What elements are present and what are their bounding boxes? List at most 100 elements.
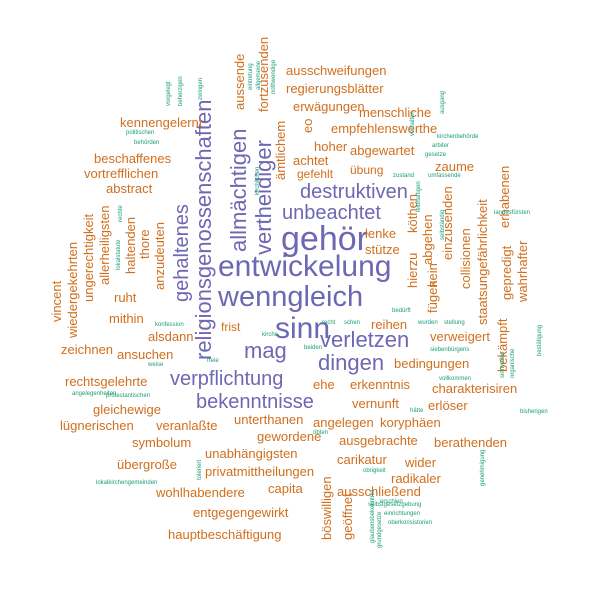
word: kennengelernt — [120, 115, 203, 130]
word: arbiter — [432, 143, 450, 149]
word: allmächtigen — [226, 128, 251, 252]
word: vortrefflichen — [84, 166, 159, 181]
word: beherzigen — [178, 76, 184, 106]
word: wider — [405, 455, 437, 470]
word: gehör — [281, 220, 368, 258]
word: lokalstatute — [116, 239, 122, 270]
word: umfassende — [428, 173, 461, 179]
word: wenngleich — [218, 281, 364, 313]
word: einrichtungen — [384, 511, 421, 517]
word: privatmittheilungen — [205, 464, 315, 479]
word: koryphäen — [380, 415, 441, 430]
word: ehe — [313, 377, 335, 392]
word: zeichnen — [61, 342, 114, 357]
word: wurden — [418, 320, 438, 326]
word: fügen — [425, 280, 440, 313]
word: hätte — [410, 408, 424, 414]
word: eo — [300, 118, 315, 133]
word: allgemeine — [256, 60, 262, 90]
word: ungerechtigkeit — [81, 213, 96, 302]
word: stütze — [365, 242, 400, 257]
word: leibhaftigen — [416, 181, 422, 212]
word: regierungsblätter — [286, 81, 384, 96]
word: mag — [244, 338, 287, 363]
word: gewordene — [257, 429, 322, 444]
word: abgewartet — [350, 143, 415, 158]
word: zaume — [435, 159, 475, 174]
word: behörden — [134, 140, 160, 146]
word: öbten — [313, 430, 329, 436]
word: unabhängigsten — [205, 446, 298, 461]
word: gesetze — [425, 152, 447, 158]
word: gehaltenes — [171, 204, 193, 302]
word: verpflichtung — [170, 368, 284, 390]
word: carikatur — [337, 452, 387, 467]
word: obrigkeit — [363, 468, 386, 474]
word: erkenntnis — [350, 377, 410, 392]
word: nothwendige — [271, 59, 277, 94]
word: ausschweifungen — [286, 63, 387, 78]
word: kirchenbehörde — [437, 134, 479, 140]
word: anzudeuten — [152, 222, 167, 290]
word: genehmigung — [480, 449, 486, 486]
word: religionsgenossenschaften — [191, 99, 216, 360]
word: capita — [268, 481, 303, 496]
word: weise — [148, 362, 164, 368]
word: berathenden — [434, 435, 508, 450]
word: symbolum — [132, 435, 192, 450]
word: gefehlt — [297, 167, 334, 181]
word: allerheiligsten — [97, 205, 112, 286]
word: gepredigt — [499, 245, 514, 300]
word: ausgebrachte — [339, 433, 418, 448]
word: organische — [510, 348, 516, 378]
word: hierzu — [405, 252, 420, 288]
word: thore — [137, 229, 152, 259]
word: landesfürsten — [494, 210, 531, 216]
word: achtet — [293, 153, 329, 168]
word: dingen — [318, 350, 385, 375]
word: menschliche — [359, 105, 432, 120]
word: übergroße — [117, 457, 177, 472]
word: sinnvolles — [500, 351, 506, 378]
word: vernunft — [352, 396, 399, 411]
word: unbeachtet — [282, 202, 381, 224]
word: entwickelung — [218, 250, 392, 283]
word: mithin — [109, 311, 144, 326]
word: beiden — [304, 345, 323, 351]
word: eintretung — [248, 63, 254, 90]
word: vorgelegt — [166, 81, 172, 106]
word: erhabenen — [497, 165, 512, 228]
word: vincent — [49, 280, 64, 322]
word: stellung — [444, 320, 465, 326]
word: abgehen — [420, 214, 435, 265]
word: rechte — [118, 205, 124, 222]
word: wahrhafter — [515, 240, 530, 302]
word: politischen — [126, 130, 155, 136]
word: bestätigung — [537, 324, 543, 356]
word: radikaler — [391, 471, 441, 486]
word: angelegenheiten — [72, 391, 117, 397]
word: alsdann — [148, 329, 194, 344]
word: sinn — [275, 312, 331, 345]
word: selbständig — [440, 209, 446, 240]
word: gleichewige — [93, 402, 161, 417]
word: toleriert — [197, 459, 203, 480]
word: glaubensbekenntnis — [370, 489, 376, 543]
word: bedürft — [392, 308, 411, 314]
word: oberkonsistorien — [388, 520, 433, 526]
word: lenke — [365, 226, 397, 241]
word: ausschließend — [337, 484, 421, 499]
word: destruktiven — [300, 181, 408, 203]
word: staatsungefährlichkeit — [475, 199, 490, 325]
word: verhalten — [410, 111, 416, 136]
word: lokalkirchengemeinden — [96, 480, 158, 486]
word: vertheidiger — [251, 140, 276, 255]
word: konfession — [155, 322, 184, 328]
word: bekenntnisse — [196, 391, 314, 413]
word: empfehlenswerthe — [331, 121, 438, 136]
word: erwägungen — [293, 99, 365, 114]
word: angelegen — [313, 415, 374, 430]
word: zwingen — [198, 77, 204, 100]
word: verweigert — [430, 329, 490, 344]
